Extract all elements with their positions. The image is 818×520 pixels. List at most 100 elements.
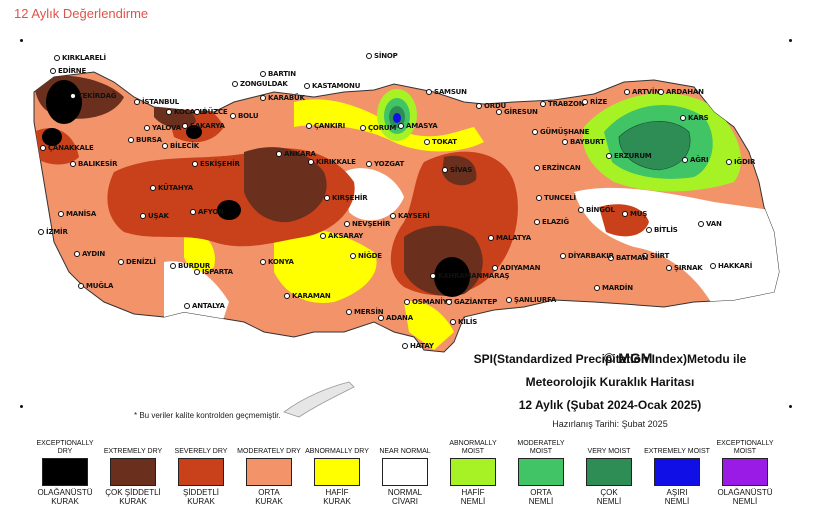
city-label: GAZİANTEP [446,298,497,306]
corner-marker [20,405,23,408]
legend-label-en: SEVERELY DRY [174,448,228,455]
city-label: KIRŞEHİR [324,194,368,202]
legend-label-en: EXCEPTIONALLY DRY [36,440,94,455]
legend-item-near-normal: NEAR NORMAL NORMAL CİVARI [372,438,438,506]
legend-label-en: ABNORMALLY DRY [305,448,369,455]
city-label: ŞANLIURFA [506,296,556,304]
city-label: BİLECİK [162,142,199,150]
city-label: MANİSA [58,210,96,218]
legend-label-tr: HAFİF [461,488,485,497]
city-label: IĞDIR [726,158,755,166]
legend-label-tr: NEMLİ [460,497,486,506]
legend-swatch [246,458,292,486]
city-label: İSTANBUL [134,98,179,106]
legend-label-tr: ORTA [258,488,280,497]
corner-marker [789,39,792,42]
zone-abnormally-dry-south [404,301,454,350]
legend-label-tr: OLAĞANÜSTÜ [37,488,93,497]
legend-swatch [314,458,360,486]
city-label: ÇORUM [360,124,396,132]
legend-label-tr: ORTA [530,488,552,497]
legend-label-en: EXTREMELY MOIST [644,448,710,455]
city-label: DİYARBAKIR [560,252,614,260]
city-label: ORDU [476,102,506,110]
legend-label-tr: ÇOK [600,488,618,497]
legend-swatch [654,458,700,486]
city-label: KARABÜK [260,94,305,102]
city-label: ERZURUM [606,152,652,160]
legend-label-en: MODERATELY MOIST [517,440,565,455]
city-label: TOKAT [424,138,457,146]
city-label: BOLU [230,112,259,120]
city-label: ADIYAMAN [492,264,540,272]
legend-label-tr: KURAK [119,497,147,506]
legend-swatch [382,458,428,486]
city-label: ZONGULDAK [232,80,288,88]
city-label: OSMANİYE [404,298,452,306]
city-label: SAKARYA [182,122,225,130]
legend-swatch [518,458,564,486]
city-label: ANTALYA [184,302,225,310]
city-label: ARDAHAN [658,88,704,96]
legend-label-tr: NEMLİ [528,497,554,506]
city-label: SİİRT [642,252,669,260]
legend-item-abnormally-moist: ABNORMALLY MOIST HAFİF NEMLİ [440,438,506,506]
legend-label-tr: ÇOK ŞİDDETLİ [105,488,161,497]
city-label: KIRIKKALE [308,158,356,166]
city-label: AYDIN [74,250,105,258]
city-label: YALOVA [144,124,181,132]
city-label: BARTIN [260,70,296,78]
city-label: MARDİN [594,284,633,292]
drought-map: KIRKLARELİ EDİRNE TEKİRDAĞ İSTANBUL ÇANA… [14,32,804,432]
prepared-date: Hazırlanış Tarihi: Şubat 2025 [552,419,668,429]
city-label: SAMSUN [426,88,467,96]
legend-label-tr: AŞIRI [666,488,688,497]
legend-label-tr: KURAK [187,497,215,506]
legend-item-extremely-moist: EXTREMELY MOIST AŞIRI NEMLİ [644,438,710,506]
city-label: KASTAMONU [304,82,360,90]
mgm-copyright: © MGM [604,350,653,366]
city-label: MUĞLA [78,282,113,290]
city-label: DENİZLİ [118,258,156,266]
legend-label-tr: NEMLİ [732,497,758,506]
map-heading-line2: Meteorolojik Kuraklık Haritası [525,375,695,389]
zone-exceptionally-dry-thrace [46,80,82,124]
city-label: BALIKESİR [70,160,117,168]
city-label: ELAZIĞ [534,218,569,226]
legend-item-moderately-dry: MODERATELY DRY ORTA KURAK [236,438,302,506]
city-label: AMASYA [398,122,438,130]
city-label: ARTVİN [624,88,660,96]
legend-item-very-moist: VERY MOIST ÇOK NEMLİ [576,438,642,506]
legend-label-en: ABNORMALLY MOIST [449,440,497,455]
city-label: KONYA [260,258,294,266]
city-label: ÇANKIRI [306,122,345,130]
legend-item-extremely-dry: EXTREMELY DRY ÇOK ŞİDDETLİ KURAK [100,438,166,506]
city-label: KAYSERİ [390,212,430,220]
legend-item-moderately-moist: MODERATELY MOIST ORTA NEMLİ [508,438,574,506]
legend-item-severely-dry: SEVERELY DRY ŞİDDETLİ KURAK [168,438,234,506]
city-label: BURSA [128,136,162,144]
city-label: UŞAK [140,212,169,220]
city-label: ANKARA [276,150,316,158]
legend-swatch [178,458,224,486]
city-label: ERZİNCAN [534,164,581,172]
legend-swatch [110,458,156,486]
city-label: TEKİRDAĞ [70,92,117,100]
city-label: KİLİS [450,318,477,326]
legend-swatch [586,458,632,486]
legend-label-en: VERY MOIST [587,448,631,455]
city-label: SİNOP [366,52,398,60]
city-label: ESKİŞEHİR [192,160,240,168]
city-label: TRABZON [540,100,585,108]
legend-label-tr: CİVARI [391,497,419,506]
city-label: BİNGÖL [578,206,615,214]
corner-marker [20,39,23,42]
legend-swatch [450,458,496,486]
zone-extremely-moist-samsun [393,113,401,123]
city-label: AKSARAY [320,232,363,240]
legend-label-tr: NEMLİ [664,497,690,506]
city-label: KARAMAN [284,292,331,300]
legend-label-tr: KURAK [255,497,283,506]
legend-label-en: MODERATELY DRY [237,448,301,455]
city-label: ŞIRNAK [666,264,703,272]
